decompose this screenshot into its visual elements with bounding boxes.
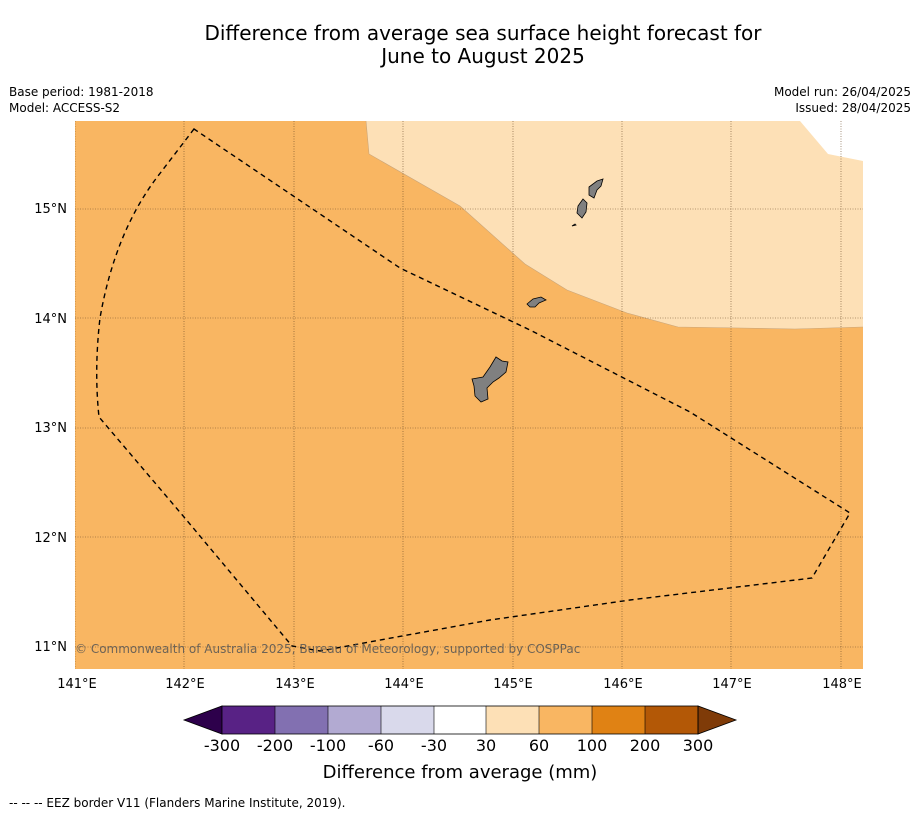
title-line-1: Difference from average sea surface heig… <box>204 21 762 45</box>
title-line-2: June to August 2025 <box>381 44 585 68</box>
colorbar-extend-low <box>182 705 223 735</box>
colorbar-bin-2 <box>275 706 328 734</box>
colorbar-label: 100 <box>577 736 608 755</box>
meta-left: Base period: 1981-2018 Model: ACCESS-S2 <box>9 84 154 116</box>
lon-tick-144: 144°E <box>384 677 424 692</box>
colorbar-label: -30 <box>421 736 447 755</box>
eez-footnote: -- -- -- EEZ border V11 (Flanders Marine… <box>9 796 346 810</box>
lat-tick-labels: 15°N 14°N 13°N 12°N 11°N <box>34 202 67 655</box>
colorbar-frame <box>221 705 699 735</box>
anomaly-band-below-30 <box>800 121 863 161</box>
colorbar-label: -60 <box>368 736 394 755</box>
map-title: Difference from average sea surface heig… <box>0 22 919 68</box>
lon-tick-labels: 141°E 142°E 143°E 144°E 145°E 146°E 147°… <box>57 677 862 692</box>
colorbar-label: 60 <box>529 736 549 755</box>
lon-tick-143: 143°E <box>275 677 315 692</box>
contour-edge <box>365 121 863 330</box>
anomaly-band-30-60 <box>366 121 863 329</box>
copyright-notice: © Commonwealth of Australia 2025, Bureau… <box>75 642 580 656</box>
colorbar-label: -200 <box>257 736 293 755</box>
colorbar-label: -100 <box>310 736 346 755</box>
colorbar-bin-1 <box>222 706 275 734</box>
lon-tick-142: 142°E <box>165 677 205 692</box>
colorbar-label: 30 <box>476 736 496 755</box>
colorbar: -300 -200 -100 -60 -30 30 60 100 200 300… <box>182 705 738 783</box>
model-run: Model run: 26/04/2025 <box>773 85 911 99</box>
lon-tick-145: 145°E <box>493 677 533 692</box>
colorbar-bin-4 <box>381 706 434 734</box>
lat-tick-14: 14°N <box>34 312 67 327</box>
colorbar-dividers <box>274 706 646 734</box>
colorbar-title: Difference from average (mm) <box>323 762 598 783</box>
tinian-island <box>576 198 588 219</box>
colorbar-bin-8 <box>592 706 645 734</box>
lon-tick-148: 148°E <box>822 677 862 692</box>
lat-tick-11: 11°N <box>34 640 67 655</box>
colorbar-label: 200 <box>630 736 661 755</box>
lat-tick-12: 12°N <box>34 531 67 546</box>
colorbar-bin-5 <box>434 706 486 734</box>
meta-right: Model run: 26/04/2025 Issued: 28/04/2025 <box>774 84 911 116</box>
colorbar-bin-7 <box>539 706 592 734</box>
lon-tick-147: 147°E <box>712 677 752 692</box>
colorbar-bin-3 <box>328 706 381 734</box>
aguijan-island <box>571 223 577 227</box>
rota-island <box>526 296 547 308</box>
lon-tick-146: 146°E <box>603 677 643 692</box>
base-period: Base period: 1981-2018 <box>9 85 154 99</box>
colorbar-labels: -300 -200 -100 -60 -30 30 60 100 200 300 <box>204 736 713 755</box>
lat-tick-15: 15°N <box>34 202 67 217</box>
saipan-island <box>588 178 604 199</box>
eez-border <box>96 128 851 652</box>
guam-island <box>471 356 509 403</box>
colorbar-bin-6 <box>486 706 539 734</box>
colorbar-bin-9 <box>645 706 698 734</box>
lat-tick-13: 13°N <box>34 421 67 436</box>
lon-tick-141: 141°E <box>57 677 97 692</box>
model-name: Model: ACCESS-S2 <box>9 101 121 115</box>
colorbar-label: -300 <box>204 736 240 755</box>
map-panel: © Commonwealth of Australia 2025, Bureau… <box>75 121 863 669</box>
colorbar-label: 300 <box>683 736 714 755</box>
colorbar-extend-high <box>697 705 738 735</box>
land-masses <box>471 178 604 403</box>
issued-date: Issued: 28/04/2025 <box>795 101 911 115</box>
